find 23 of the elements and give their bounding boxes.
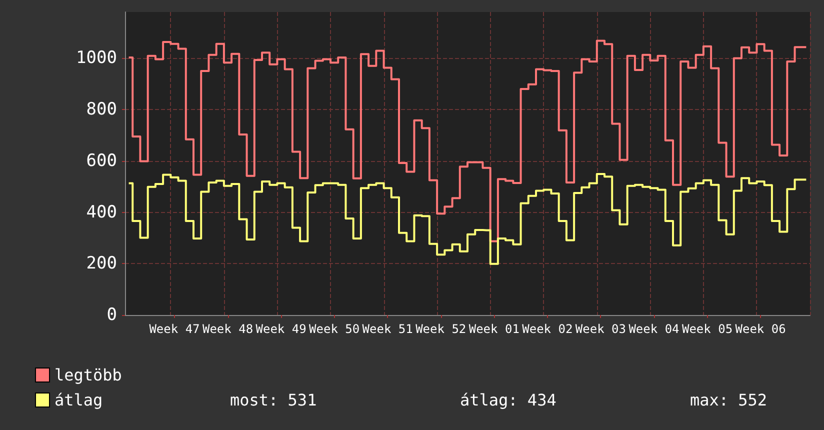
x-tick-label: Week 04 — [628, 322, 680, 336]
y-tick-label: 800 — [86, 100, 117, 120]
legend-label: legtöbb — [54, 366, 122, 384]
y-tick-label: 600 — [86, 150, 117, 171]
x-tick-label: Week 52 — [416, 322, 466, 336]
x-tick-label: Week 48 — [202, 322, 254, 336]
x-tick-label: Week 06 — [735, 322, 786, 336]
text: átlag: 434 — [460, 390, 556, 410]
y-tick-label: 0 — [106, 305, 117, 325]
x-tick-label: Week 02 — [522, 322, 573, 336]
text: most: 531 — [230, 390, 317, 410]
y-tick-label: 200 — [86, 254, 117, 274]
x-tick-label: Week 51 — [362, 322, 413, 336]
x-tick-label: Week 05 — [682, 322, 733, 336]
legend-label: átlag — [54, 390, 103, 410]
x-tick-label: Week 03 — [575, 322, 626, 336]
x-tick-label: Week 47 — [149, 322, 200, 336]
x-tick-label: Week 49 — [256, 322, 306, 336]
y-tick-label: 1000 — [76, 48, 117, 68]
x-tick-label: Week 50 — [309, 322, 360, 336]
x-tick-label: Week 01 — [468, 322, 520, 336]
y-tick-label: 400 — [86, 202, 117, 222]
text: max: 552 — [690, 390, 768, 410]
